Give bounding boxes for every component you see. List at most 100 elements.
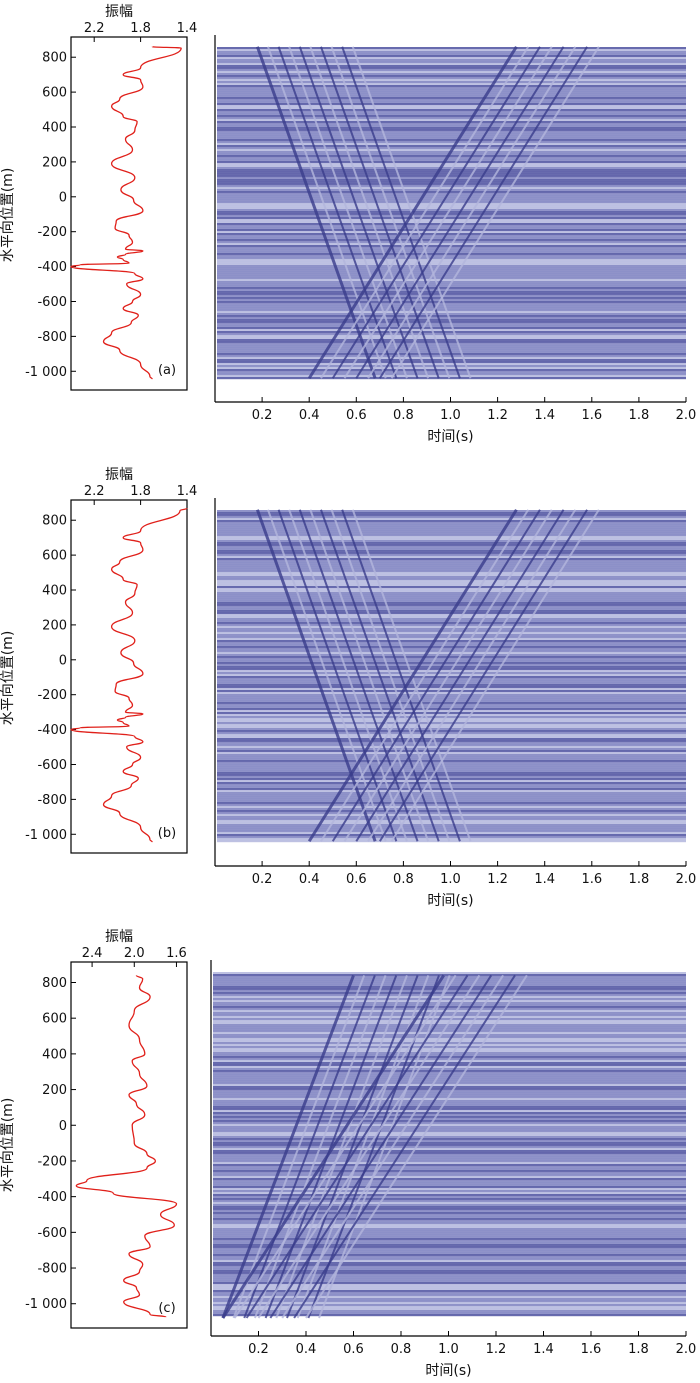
trace-stripe <box>217 778 686 781</box>
trace-stripe <box>217 522 686 525</box>
seismic-section: 0.2 0.4 0.6 0.8 1.0 1.2 1.4 1.6 1.8 2.0 时间(s) <box>214 35 696 445</box>
trace-stripe <box>213 1292 686 1295</box>
trace-stripe <box>217 125 686 128</box>
trace-stripe <box>213 1144 686 1147</box>
trace-stripe <box>217 520 686 523</box>
trace-stripe <box>217 135 686 138</box>
trace-stripe <box>217 530 686 533</box>
reflected-wavefront <box>245 974 469 1319</box>
trace-stripe <box>213 1278 686 1281</box>
y-tick-label: 800 <box>42 976 67 991</box>
trace-stripe <box>217 191 686 194</box>
y-tick-label: -800 <box>37 1262 67 1277</box>
trace-stripe <box>213 1254 686 1257</box>
trace-stripe <box>217 572 686 575</box>
panel-label: (b) <box>158 826 176 841</box>
trace-stripe <box>217 161 686 164</box>
direct-wavefront <box>298 46 419 379</box>
trace-stripe <box>217 642 686 645</box>
trace-stripe <box>217 740 686 743</box>
trace-stripe <box>213 1118 686 1121</box>
trace-stripe <box>213 1146 686 1149</box>
trace-stripe <box>217 510 686 513</box>
trace-stripe <box>213 1226 686 1229</box>
trace-stripe <box>217 528 686 531</box>
y-tick-label: 0 <box>59 653 67 668</box>
trace-stripe <box>213 1232 686 1235</box>
direct-wavefront <box>320 509 440 842</box>
trace-stripe <box>217 732 686 735</box>
trace-stripe <box>213 1182 686 1185</box>
y-tick-label: 800 <box>42 51 67 66</box>
trace-stripe <box>213 1024 686 1027</box>
trace-stripe <box>217 822 686 825</box>
trace-stripe <box>217 359 686 362</box>
trace-stripe <box>217 83 686 86</box>
y-tick-label: 600 <box>42 549 67 564</box>
trace-stripe <box>213 1108 686 1111</box>
trace-stripe <box>217 109 686 112</box>
trace-stripe <box>213 1100 686 1103</box>
trace-stripe <box>213 1080 686 1083</box>
panel-a: 2.2 1.8 1.4 振幅 800 600 400 200 0 -200 -400 -600 -800… <box>0 4 696 445</box>
direct-wavefront <box>320 46 440 379</box>
trace-stripe <box>213 1272 686 1275</box>
trace-stripe <box>217 548 686 551</box>
trace-stripe <box>217 347 686 350</box>
reflected-wavefront <box>379 509 588 842</box>
trace-stripe <box>217 75 686 78</box>
y-tick-label: -600 <box>37 295 67 310</box>
trace-stripe <box>213 1200 686 1203</box>
y-tick-label: 200 <box>42 618 67 633</box>
trace-stripe <box>217 760 686 763</box>
trace-stripe <box>217 257 686 260</box>
trace-stripe <box>213 1106 686 1109</box>
trace-stripe <box>213 1222 686 1225</box>
reflected-wavefront <box>320 509 530 842</box>
trace-stripe <box>217 145 686 148</box>
trace-stripe <box>217 534 686 537</box>
trace-stripe <box>217 305 686 308</box>
trace-stripe <box>217 646 686 649</box>
trace-stripe <box>213 1212 686 1215</box>
trace-stripe <box>213 1192 686 1195</box>
trace-stripe <box>217 626 686 629</box>
trace-stripe <box>217 195 686 198</box>
trace-stripe <box>213 1168 686 1171</box>
trace-stripe <box>213 1180 686 1183</box>
trace-stripe <box>217 159 686 162</box>
trace-stripe <box>217 582 686 585</box>
amplitude-frame <box>70 961 188 1329</box>
trace-stripe <box>213 1304 686 1307</box>
reflected-wavefront <box>367 46 577 379</box>
trace-stripe <box>213 974 686 977</box>
trace-stripe <box>217 662 686 665</box>
trace-stripe <box>213 1258 686 1261</box>
trace-stripe <box>217 658 686 661</box>
direct-wavefront <box>330 509 451 842</box>
direct-wavefront <box>330 46 451 379</box>
trace-stripe <box>217 345 686 348</box>
time-tick-label: 0.8 <box>391 1342 412 1357</box>
trace-stripe <box>213 1014 686 1017</box>
y-tick-label: 0 <box>59 190 67 205</box>
trace-stripe <box>217 682 686 685</box>
trace-stripe <box>217 560 686 563</box>
trace-stripe <box>213 1288 686 1291</box>
direct-wavefront <box>298 509 419 842</box>
y-tick-label: -400 <box>37 1190 67 1205</box>
trace-stripe <box>217 299 686 302</box>
trace-stripe <box>217 255 686 258</box>
time-tick-label: 0.6 <box>346 872 367 887</box>
trace-stripe <box>217 349 686 352</box>
x-tick-label: 1.6 <box>166 946 187 961</box>
trace-stripe <box>217 824 686 827</box>
trace-stripe <box>213 1166 686 1169</box>
time-tick-label: 1.8 <box>629 872 650 887</box>
trace-stripe <box>217 736 686 739</box>
trace-stripe <box>217 570 686 573</box>
x-tick-label: 1.8 <box>130 21 151 36</box>
amplitude-curve <box>75 975 178 1318</box>
trace-stripe <box>217 73 686 76</box>
trace-stripe <box>213 1124 686 1127</box>
